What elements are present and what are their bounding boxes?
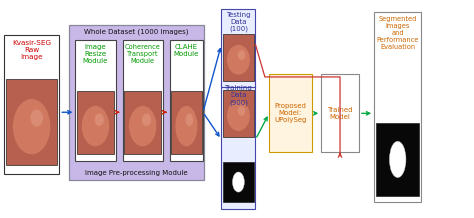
Text: CLAHE
Module: CLAHE Module (174, 44, 199, 57)
FancyBboxPatch shape (374, 12, 421, 202)
Ellipse shape (237, 106, 246, 116)
Text: Coherence
Transport
Module: Coherence Transport Module (125, 44, 161, 64)
FancyBboxPatch shape (170, 40, 203, 161)
Text: Kvasir-SEG
Raw
Image: Kvasir-SEG Raw Image (12, 40, 51, 60)
Text: Trained
Model: Trained Model (327, 107, 353, 120)
Ellipse shape (227, 100, 250, 131)
Ellipse shape (30, 109, 43, 127)
FancyBboxPatch shape (6, 79, 57, 165)
Text: Segmented
Images
and
Performance
Evaluation: Segmented Images and Performance Evaluat… (376, 16, 419, 50)
Ellipse shape (13, 99, 51, 155)
Text: Image
Resize
Module: Image Resize Module (83, 44, 108, 64)
FancyBboxPatch shape (223, 90, 254, 137)
Ellipse shape (82, 106, 109, 146)
Text: Testing
Data
(100): Testing Data (100) (226, 12, 251, 32)
Ellipse shape (237, 50, 246, 60)
FancyBboxPatch shape (69, 24, 204, 181)
FancyBboxPatch shape (77, 91, 114, 155)
Ellipse shape (142, 114, 151, 126)
Ellipse shape (232, 172, 244, 192)
Text: Proposed
Model:
UPolySeg: Proposed Model: UPolySeg (274, 103, 307, 123)
Ellipse shape (129, 106, 157, 146)
FancyBboxPatch shape (221, 9, 255, 87)
FancyBboxPatch shape (269, 74, 312, 152)
Ellipse shape (186, 114, 193, 126)
FancyBboxPatch shape (171, 91, 201, 155)
FancyBboxPatch shape (123, 40, 163, 161)
FancyBboxPatch shape (223, 34, 254, 81)
Text: Training
Data
(900): Training Data (900) (225, 85, 252, 106)
Ellipse shape (175, 106, 198, 146)
Text: Whole Dataset (1000 Images): Whole Dataset (1000 Images) (84, 29, 189, 35)
Text: Image Pre-processing Module: Image Pre-processing Module (85, 170, 188, 176)
Ellipse shape (390, 141, 406, 177)
FancyBboxPatch shape (221, 83, 255, 209)
FancyBboxPatch shape (376, 123, 419, 196)
FancyBboxPatch shape (75, 40, 116, 161)
FancyBboxPatch shape (4, 35, 59, 174)
Ellipse shape (227, 44, 250, 75)
FancyBboxPatch shape (223, 162, 254, 202)
FancyBboxPatch shape (124, 91, 161, 155)
FancyBboxPatch shape (321, 74, 359, 152)
Ellipse shape (94, 114, 104, 126)
